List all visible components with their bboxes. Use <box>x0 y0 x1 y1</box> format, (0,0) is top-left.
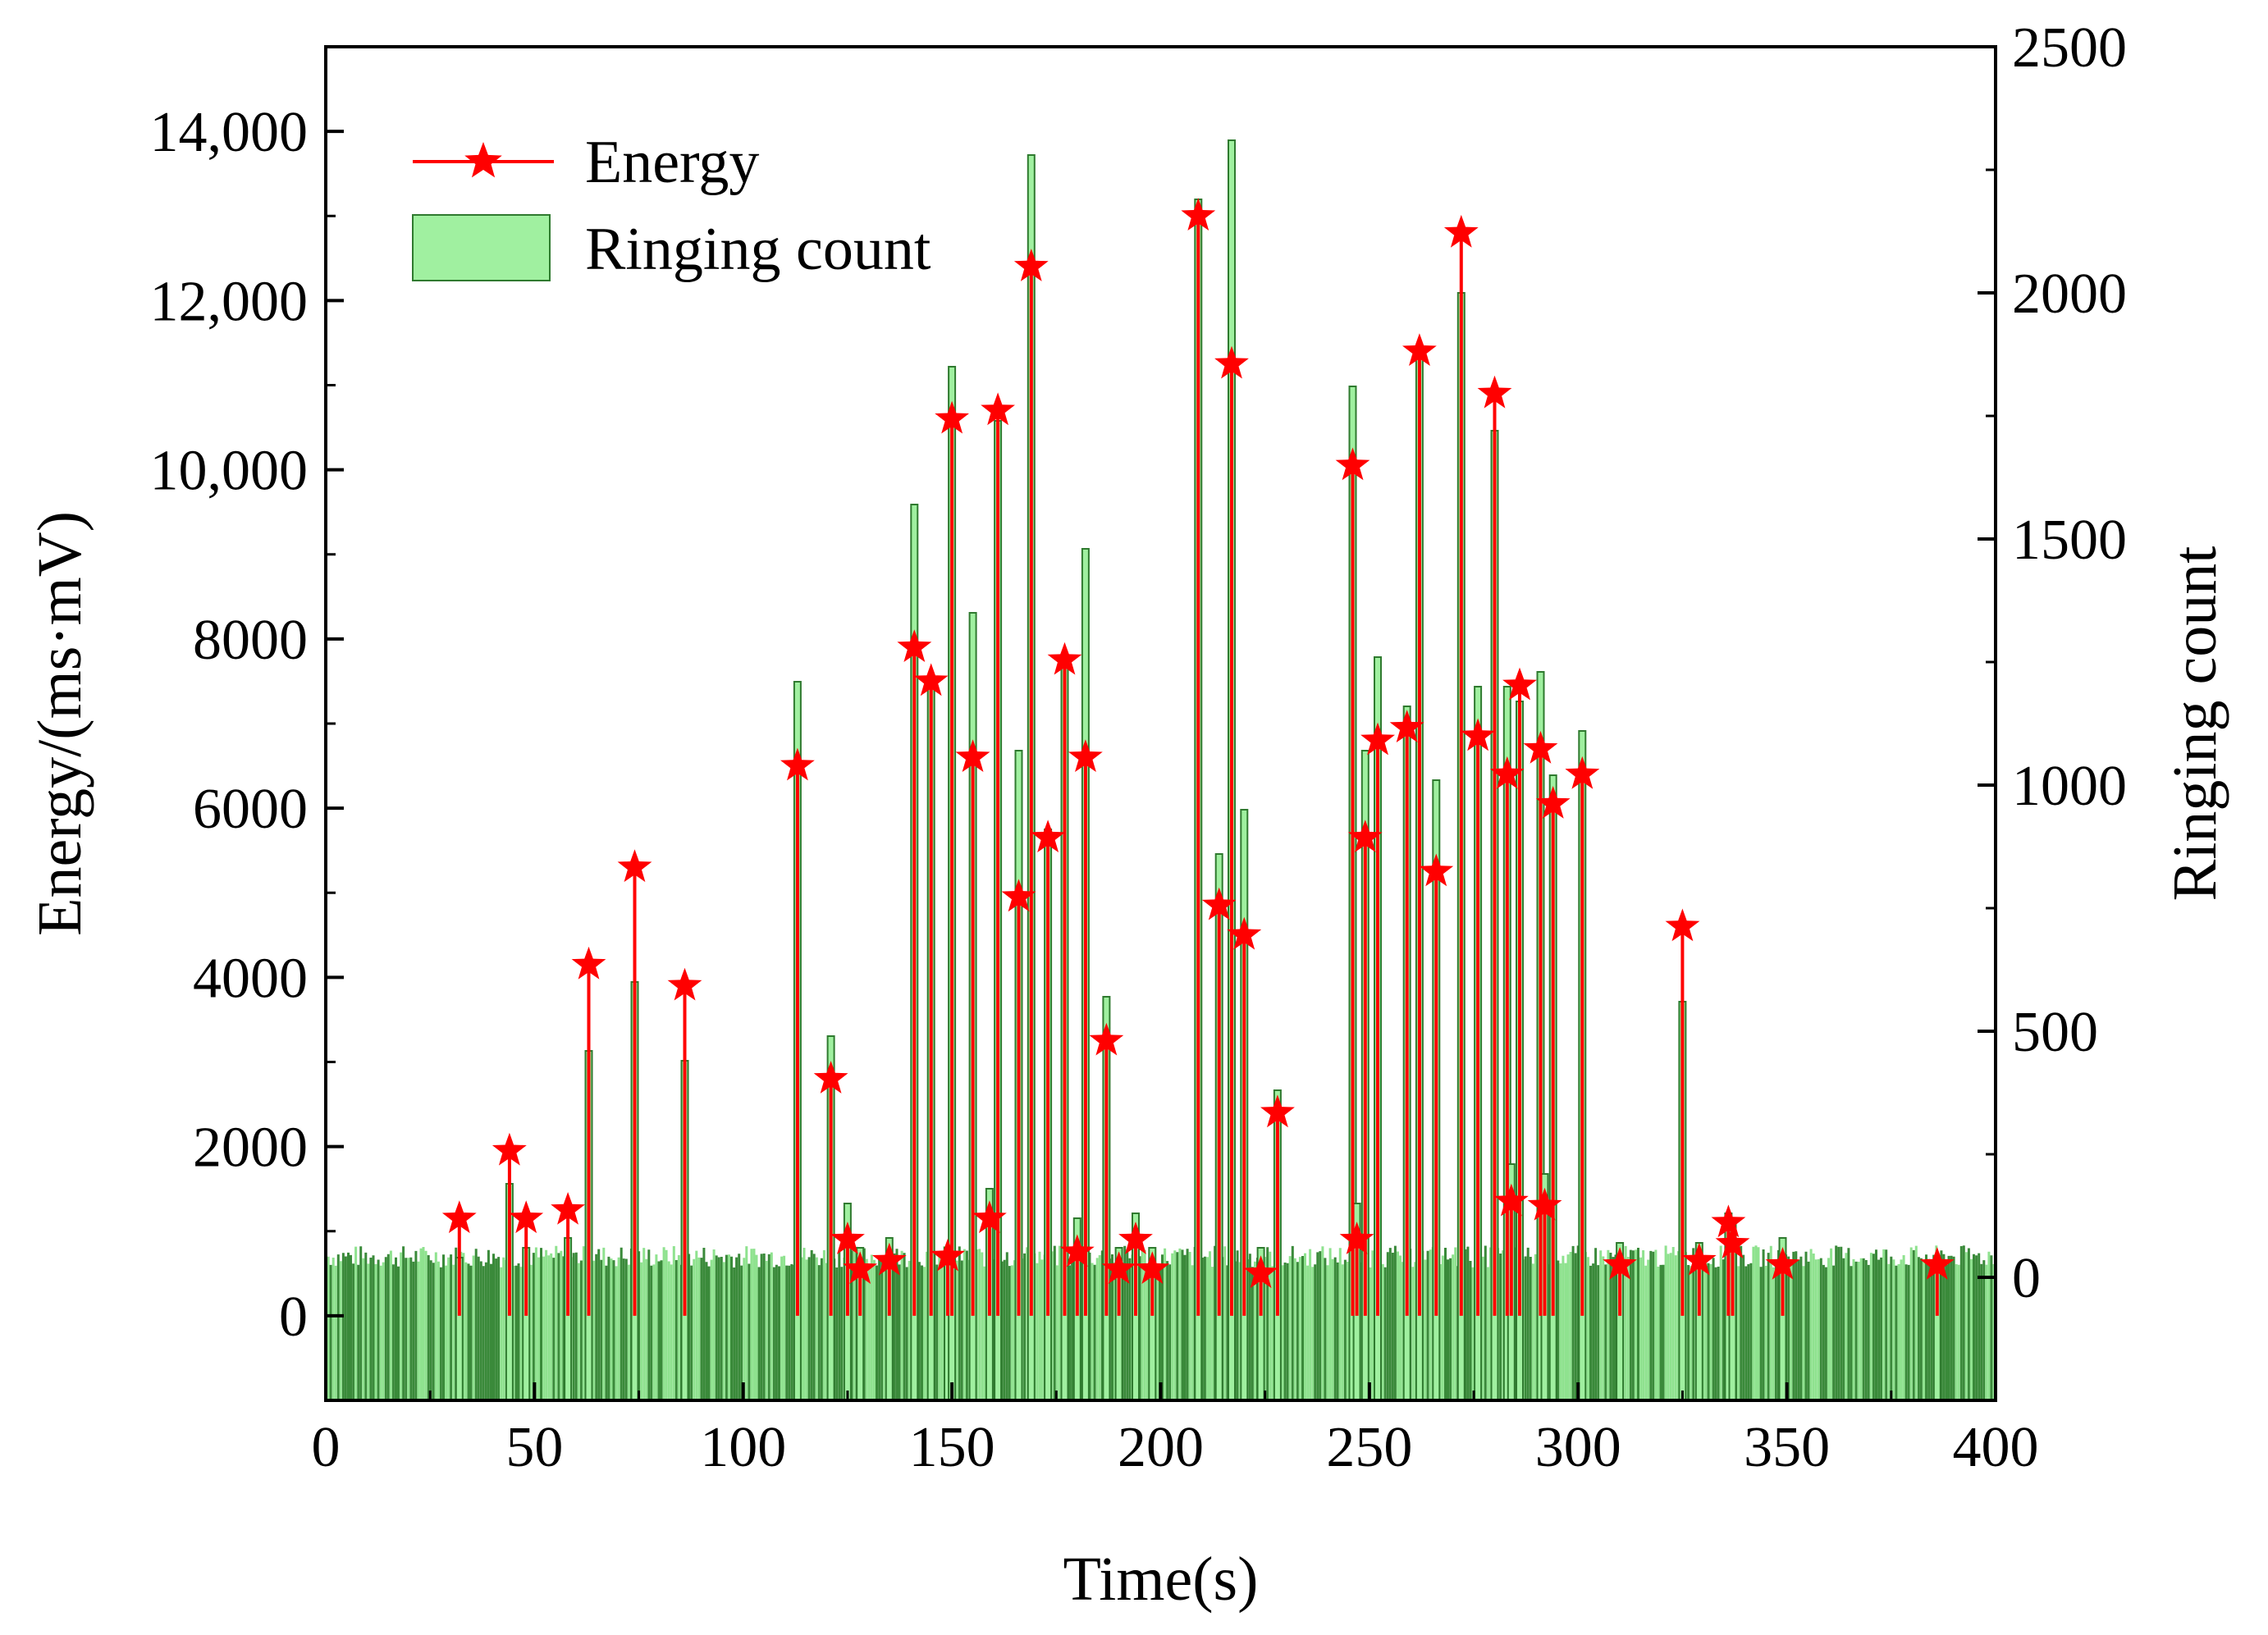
x-tick-label: 100 <box>700 1416 786 1479</box>
y-right-tick-label: 2000 <box>2012 263 2127 326</box>
y-left-tick-label: 8000 <box>193 609 308 672</box>
energy-point <box>1347 820 1383 852</box>
energy-point <box>1181 198 1216 231</box>
legend-energy-label: Energy <box>585 129 759 196</box>
energy-point <box>972 1200 1007 1234</box>
energy-point <box>780 747 815 781</box>
energy-point <box>1013 249 1049 281</box>
x-tick-label: 150 <box>909 1416 995 1479</box>
energy-point <box>1502 667 1537 701</box>
y-left-tick-label: 6000 <box>193 778 308 841</box>
y-left-tick-label: 10,000 <box>150 440 309 503</box>
energy-series <box>441 198 1955 1316</box>
energy-point <box>551 1192 585 1225</box>
energy-point <box>1068 739 1103 772</box>
legend-ringing-label: Ringing count <box>585 216 931 283</box>
x-tick-label: 50 <box>505 1416 563 1479</box>
energy-point <box>1360 722 1395 756</box>
y-left-tick-label: 2000 <box>193 1117 308 1180</box>
energy-point <box>955 739 990 772</box>
energy-point <box>1047 642 1082 675</box>
energy-point <box>981 392 1015 426</box>
energy-point <box>667 967 702 1001</box>
energy-point <box>1214 345 1249 379</box>
x-tick-label: 200 <box>1118 1416 1204 1479</box>
y-right-tick-label: 500 <box>2012 1001 2098 1064</box>
energy-point <box>1711 1204 1746 1238</box>
y-left-tick-label: 4000 <box>193 947 308 1010</box>
energy-point <box>1101 1251 1136 1284</box>
energy-point <box>935 400 969 434</box>
energy-point <box>617 849 652 883</box>
energy-point <box>1489 756 1525 789</box>
energy-point <box>1443 214 1479 248</box>
energy-point <box>509 1200 544 1234</box>
y-left-tick-label: 14,000 <box>150 101 309 164</box>
legend: Energy Ringing count <box>412 129 931 283</box>
energy-point <box>1603 1247 1637 1280</box>
x-tick-label: 0 <box>312 1416 341 1479</box>
legend-energy-star <box>464 142 502 178</box>
energy-point <box>813 1061 848 1094</box>
legend-ringing-swatch <box>412 214 551 281</box>
energy-point <box>1493 1183 1529 1217</box>
y-right-tick-labels: 0 500 1000 1500 2000 2500 <box>2012 16 2127 1310</box>
plot-frame <box>324 45 1997 1402</box>
energy-point <box>1919 1247 1955 1280</box>
y-left-axis-title: Energy/(ms·mV) <box>25 511 94 936</box>
energy-point <box>1527 1187 1562 1221</box>
y-left-tick-label: 0 <box>279 1286 308 1349</box>
energy-point <box>871 1242 907 1276</box>
energy-point <box>1535 786 1571 819</box>
axis-ticks <box>324 45 1997 1402</box>
energy-point <box>1118 1222 1153 1254</box>
energy-point <box>1243 1255 1278 1289</box>
y-right-tick-label: 0 <box>2012 1247 2041 1310</box>
y-left-tick-labels: 0 2000 4000 6000 8000 10,000 12,000 14,000 <box>150 101 309 1349</box>
energy-point <box>1089 1022 1124 1056</box>
y-right-axis-title: Ringing count <box>2161 546 2229 902</box>
energy-point <box>897 629 932 662</box>
energy-point <box>1665 908 1700 942</box>
energy-point <box>1419 853 1454 887</box>
energy-point <box>1523 730 1558 764</box>
energy-point <box>843 1251 878 1284</box>
y-right-tick-label: 1000 <box>2012 755 2127 818</box>
energy-point <box>1031 820 1066 852</box>
x-axis-title: Time(s) <box>1063 1545 1259 1614</box>
x-tick-label: 250 <box>1326 1416 1412 1479</box>
x-tick-label: 350 <box>1744 1416 1830 1479</box>
energy-point <box>1335 447 1370 481</box>
energy-point <box>1402 333 1437 366</box>
energy-point <box>1461 718 1496 751</box>
energy-point <box>913 663 949 696</box>
energy-point <box>571 946 606 980</box>
energy-point <box>1715 1226 1750 1258</box>
energy-point <box>931 1238 965 1272</box>
energy-point <box>1681 1242 1717 1276</box>
energy-point <box>1389 710 1424 742</box>
energy-point <box>830 1222 865 1254</box>
y-right-tick-label: 2500 <box>2012 16 2127 80</box>
energy-point <box>1135 1251 1170 1284</box>
energy-point <box>1001 879 1036 912</box>
y-right-tick-label: 1500 <box>2012 509 2127 572</box>
x-tick-label: 300 <box>1535 1416 1621 1479</box>
energy-point <box>1260 1094 1295 1128</box>
energy-point <box>1765 1247 1800 1280</box>
energy-point <box>492 1132 527 1166</box>
energy-point <box>1059 1234 1095 1267</box>
x-tick-label: 400 <box>1953 1416 2039 1479</box>
energy-point <box>1339 1222 1374 1254</box>
energy-point <box>1201 887 1237 920</box>
energy-point <box>1477 375 1512 409</box>
energy-point <box>1227 916 1262 950</box>
x-tick-labels: 0 50 100 150 200 250 300 350 400 <box>312 1416 2039 1479</box>
energy-point <box>441 1200 477 1234</box>
energy-point <box>1565 756 1600 789</box>
y-left-tick-label: 12,000 <box>150 270 309 333</box>
